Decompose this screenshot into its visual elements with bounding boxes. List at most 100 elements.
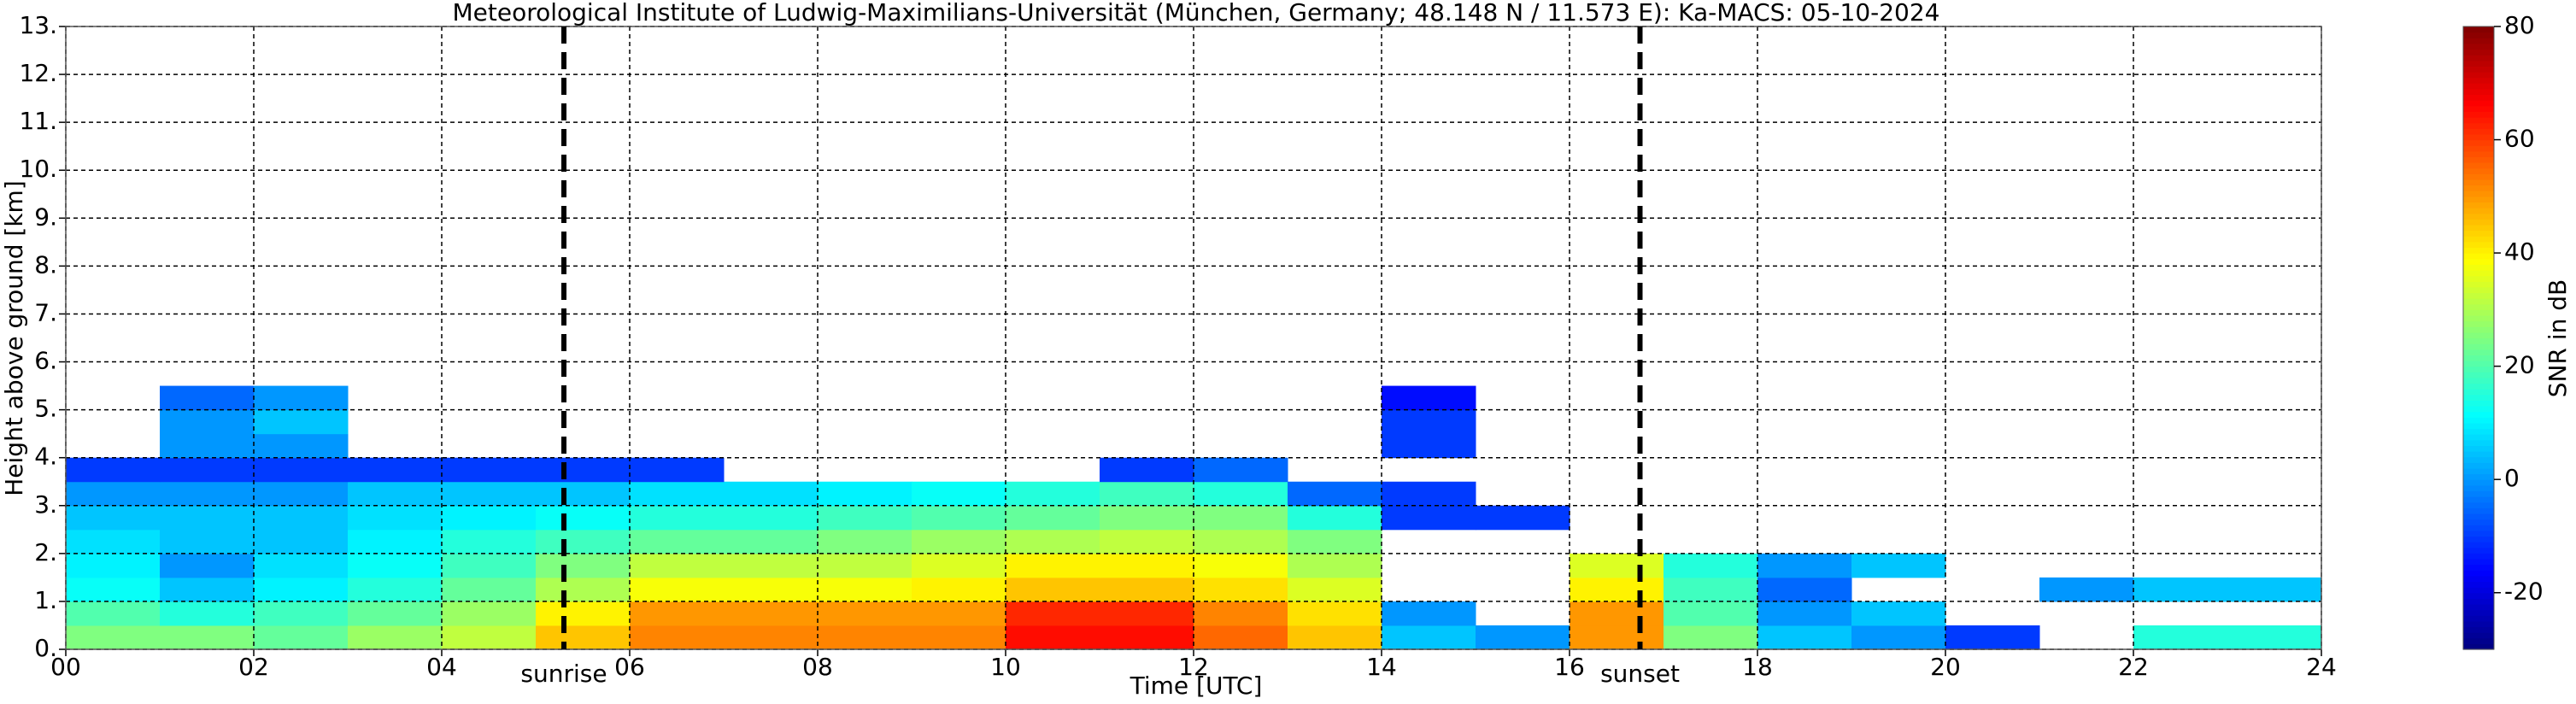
snr-cell xyxy=(1757,577,1852,602)
snr-cell xyxy=(912,577,1006,602)
y-tick-label: 4. xyxy=(34,443,57,471)
colorbar-segment xyxy=(2463,219,2494,226)
snr-cell xyxy=(1194,601,1288,626)
colorbar-segment xyxy=(2463,72,2494,79)
snr-cell xyxy=(724,625,819,650)
snr-cell xyxy=(160,601,255,626)
snr-cell xyxy=(1664,625,1758,650)
colorbar-segment xyxy=(2463,592,2494,599)
snr-cell xyxy=(442,553,537,578)
x-tick-label: 20 xyxy=(1930,653,1961,681)
colorbar-segment xyxy=(2463,162,2494,169)
snr-cell xyxy=(160,433,255,459)
colorbar-segment xyxy=(2463,542,2494,549)
snr-cell xyxy=(254,553,349,578)
snr-cell xyxy=(818,529,912,554)
colorbar-segment xyxy=(2463,88,2494,96)
snr-cell xyxy=(1851,601,1946,626)
colorbar-segment xyxy=(2463,185,2494,191)
snr-cell xyxy=(160,505,255,531)
colorbar-segment xyxy=(2463,298,2494,305)
colorbar-segment xyxy=(2463,105,2494,113)
colorbar-tick-label: 20 xyxy=(2504,351,2535,379)
snr-cell xyxy=(1194,577,1288,602)
x-tick-label: 00 xyxy=(50,653,81,681)
colorbar-segment xyxy=(2463,575,2494,583)
snr-cell xyxy=(818,505,912,531)
snr-cell xyxy=(160,625,255,650)
colorbar-segment xyxy=(2463,422,2494,430)
snr-cell xyxy=(348,601,443,626)
snr-cell xyxy=(66,601,161,626)
y-tick-label: 5. xyxy=(34,395,57,423)
snr-cell xyxy=(160,409,255,435)
y-axis-label: Height above ground [km] xyxy=(0,180,28,496)
colorbar-segment xyxy=(2463,513,2494,520)
snr-cell xyxy=(2133,577,2228,602)
snr-cell xyxy=(724,601,819,626)
colorbar-segment xyxy=(2463,258,2494,265)
colorbar-segment xyxy=(2463,439,2494,447)
y-tick-label: 1. xyxy=(34,586,57,614)
colorbar-segment xyxy=(2463,355,2494,361)
colorbar-segment xyxy=(2463,394,2494,401)
snr-cell xyxy=(724,505,819,531)
colorbar-segment xyxy=(2463,202,2494,208)
colorbar-segment xyxy=(2463,236,2494,243)
snr-cell xyxy=(66,457,161,483)
colorbar-segment xyxy=(2463,564,2494,571)
snr-cell xyxy=(1382,505,1476,531)
snr-cell xyxy=(818,625,912,650)
snr-cell xyxy=(66,553,161,578)
snr-cell xyxy=(1100,601,1194,626)
x-tick-label: 18 xyxy=(1742,653,1773,681)
colorbar-segment xyxy=(2463,620,2494,628)
snr-cell xyxy=(1664,553,1758,578)
colorbar-segment xyxy=(2463,383,2494,390)
snr-cell xyxy=(442,577,537,602)
colorbar-segment xyxy=(2463,128,2494,135)
x-tick-label: 02 xyxy=(238,653,269,681)
colorbar-segment xyxy=(2463,100,2494,107)
snr-cell xyxy=(1194,457,1288,483)
colorbar-segment xyxy=(2463,191,2494,197)
colorbar-segment xyxy=(2463,361,2494,367)
snr-cell xyxy=(348,505,443,531)
snr-cell xyxy=(1851,625,1946,650)
snr-cell xyxy=(536,553,631,578)
colorbar-segment xyxy=(2463,49,2494,56)
snr-cell xyxy=(1757,553,1852,578)
x-axis-label: Time [UTC] xyxy=(1130,672,1263,700)
snr-cell xyxy=(536,601,631,626)
snr-cell xyxy=(254,457,349,483)
colorbar-segment xyxy=(2463,643,2494,650)
snr-cell xyxy=(2039,577,2134,602)
snr-cell xyxy=(630,625,725,650)
snr-cell xyxy=(1382,601,1476,626)
colorbar-segment xyxy=(2463,275,2494,282)
snr-cell xyxy=(912,601,1006,626)
colorbar-segment xyxy=(2463,269,2494,277)
snr-cell xyxy=(1382,385,1476,411)
plot-frame xyxy=(65,26,2322,650)
colorbar-segment xyxy=(2463,411,2494,418)
y-tick-label: 3. xyxy=(34,490,57,519)
colorbar-label: SNR in dB xyxy=(2544,279,2572,397)
snr-cell xyxy=(1570,553,1664,578)
snr-cell xyxy=(912,553,1006,578)
colorbar-segment xyxy=(2463,519,2494,525)
colorbar-segment xyxy=(2463,389,2494,396)
colorbar-segment xyxy=(2463,366,2494,373)
colorbar-segment xyxy=(2463,286,2494,294)
snr-cell xyxy=(1006,601,1100,626)
colorbar-tick-label: 80 xyxy=(2504,11,2535,39)
colorbar-segment xyxy=(2463,417,2494,424)
snr-cell xyxy=(536,457,631,483)
snr-cell xyxy=(2133,625,2228,650)
colorbar-segment xyxy=(2463,314,2494,322)
snr-cell xyxy=(724,577,819,602)
snr-cell xyxy=(1100,457,1194,483)
colorbar-segment xyxy=(2463,530,2494,537)
x-tick-label: 10 xyxy=(990,653,1021,681)
colorbar-segment xyxy=(2463,156,2494,163)
